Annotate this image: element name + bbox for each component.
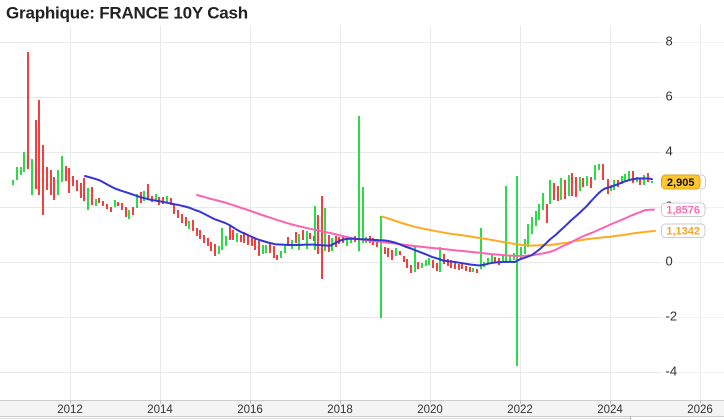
svg-text:2024: 2024 [597, 404, 623, 416]
svg-text:-4: -4 [666, 364, 678, 379]
svg-text:1,1342: 1,1342 [666, 226, 700, 238]
svg-text:Graphique: FRANCE 10Y Cash: Graphique: FRANCE 10Y Cash [6, 3, 248, 22]
svg-text:2016: 2016 [237, 404, 263, 416]
svg-text:2,905: 2,905 [667, 177, 695, 189]
svg-text:6: 6 [666, 89, 673, 104]
svg-text:2014: 2014 [147, 404, 173, 416]
svg-text:0: 0 [666, 254, 673, 269]
svg-text:8: 8 [666, 34, 673, 49]
svg-text:2022: 2022 [507, 404, 533, 416]
svg-text:1,8576: 1,8576 [666, 205, 700, 217]
svg-text:4: 4 [666, 144, 673, 159]
svg-text:2020: 2020 [417, 404, 443, 416]
svg-text:2012: 2012 [57, 404, 83, 416]
svg-text:-2: -2 [666, 309, 678, 324]
svg-text:2018: 2018 [327, 404, 353, 416]
svg-text:2026: 2026 [687, 404, 713, 416]
